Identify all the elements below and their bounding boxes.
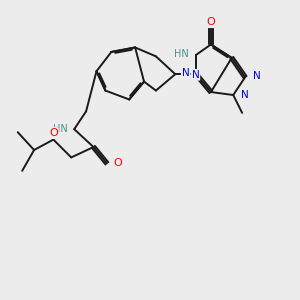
Text: N: N [253, 71, 260, 81]
Text: O: O [49, 128, 58, 138]
Text: HN: HN [53, 124, 68, 134]
Text: N: N [192, 70, 199, 80]
Text: O: O [113, 158, 122, 168]
Text: HN: HN [174, 49, 189, 59]
Text: O: O [207, 17, 215, 27]
Text: N: N [241, 90, 248, 100]
Text: N: N [182, 68, 190, 78]
